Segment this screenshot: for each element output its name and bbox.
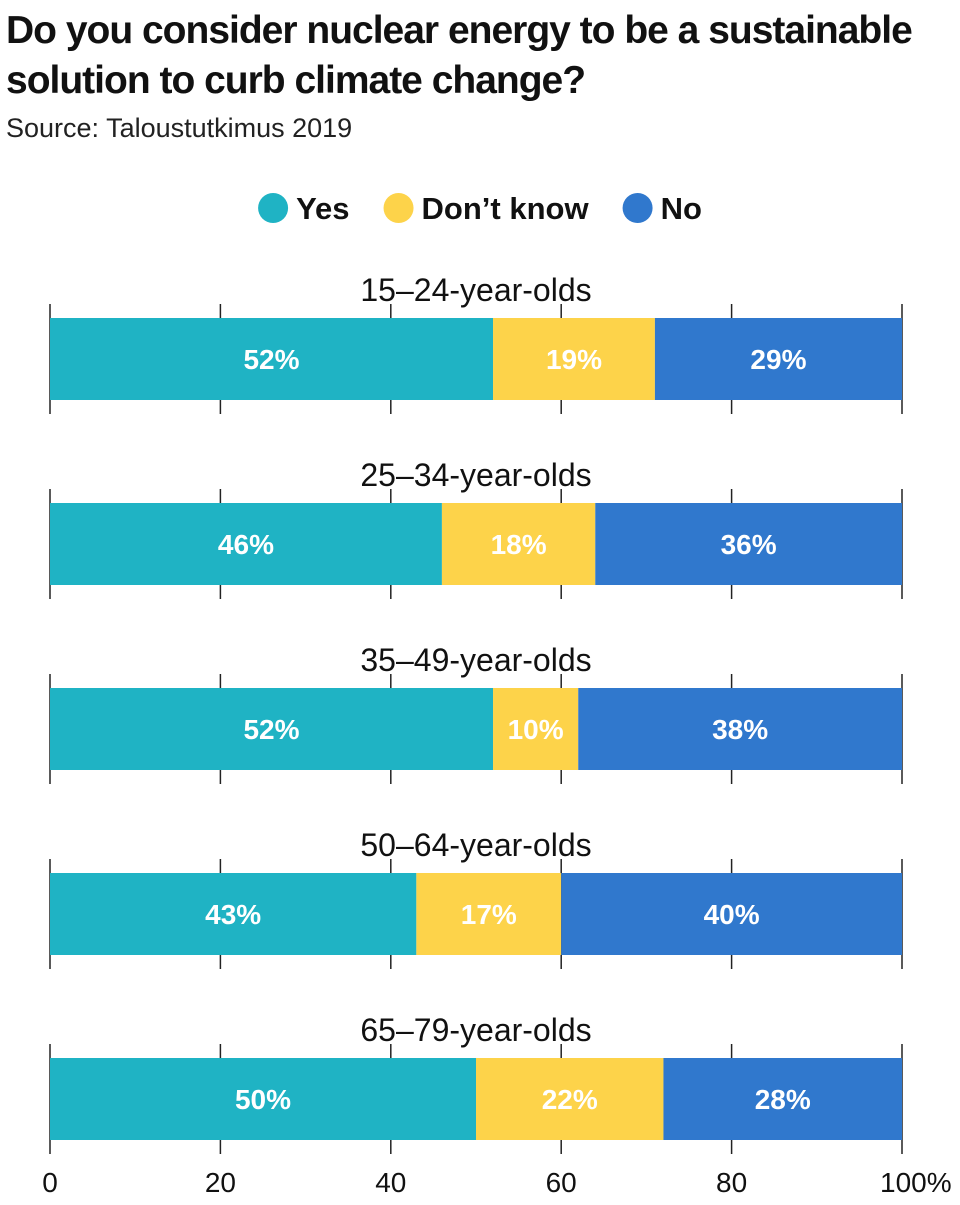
data-label: 19%	[546, 344, 602, 375]
data-label: 52%	[243, 344, 299, 375]
x-tick-label: 80	[716, 1167, 747, 1198]
data-label: 43%	[205, 899, 261, 930]
bar-segment-yes	[50, 1058, 476, 1140]
chart-subtitle: Source: Taloustutkimus 2019	[6, 113, 353, 143]
data-label: 22%	[542, 1084, 598, 1115]
category-label: 50–64-year-olds	[360, 827, 591, 863]
chart-title: Do you consider nuclear energy to be a s…	[6, 9, 913, 102]
bar-segment-don-t-know	[476, 1058, 664, 1140]
category-label: 25–34-year-olds	[360, 457, 591, 493]
data-label: 36%	[721, 529, 777, 560]
bar-segment-don-t-know	[441, 503, 596, 585]
x-tick-label: 40	[375, 1167, 406, 1198]
legend-swatch-don-t-know	[383, 193, 414, 223]
bar-segment-don-t-know	[416, 873, 562, 955]
legend-label: Yes	[296, 191, 349, 226]
data-label: 29%	[750, 344, 806, 375]
bar-segment-yes	[50, 503, 442, 585]
x-tick-label: 60	[546, 1167, 577, 1198]
data-label: 38%	[712, 714, 768, 745]
bar-segment-no	[578, 688, 902, 770]
data-label: 10%	[508, 714, 564, 745]
category-label: 15–24-year-olds	[360, 272, 591, 308]
category-label: 65–79-year-olds	[360, 1012, 591, 1048]
data-label: 46%	[218, 529, 274, 560]
legend-swatch-yes	[258, 193, 289, 223]
data-label: 40%	[704, 899, 760, 930]
legend-label: Don’t know	[422, 191, 590, 226]
legend-label: No	[661, 191, 702, 226]
bar-segment-no	[561, 873, 902, 955]
x-tick-label: 20	[205, 1167, 236, 1198]
x-tick-label: 0	[42, 1167, 58, 1198]
bar-segment-yes	[50, 688, 494, 770]
data-label: 18%	[491, 529, 547, 560]
x-tick-label: 100%	[880, 1167, 952, 1198]
bar-segment-don-t-know	[493, 318, 655, 400]
bar-segment-don-t-know	[493, 688, 579, 770]
bar-segment-no	[654, 318, 902, 400]
data-label: 52%	[243, 714, 299, 745]
data-label: 28%	[755, 1084, 811, 1115]
data-label: 17%	[461, 899, 517, 930]
bar-segment-no	[595, 503, 902, 585]
legend-swatch-no	[622, 193, 653, 223]
bar-segment-yes	[50, 873, 417, 955]
category-label: 35–49-year-olds	[360, 642, 591, 678]
bar-segment-no	[663, 1058, 902, 1140]
bar-segment-yes	[50, 318, 494, 400]
data-label: 50%	[235, 1084, 291, 1115]
